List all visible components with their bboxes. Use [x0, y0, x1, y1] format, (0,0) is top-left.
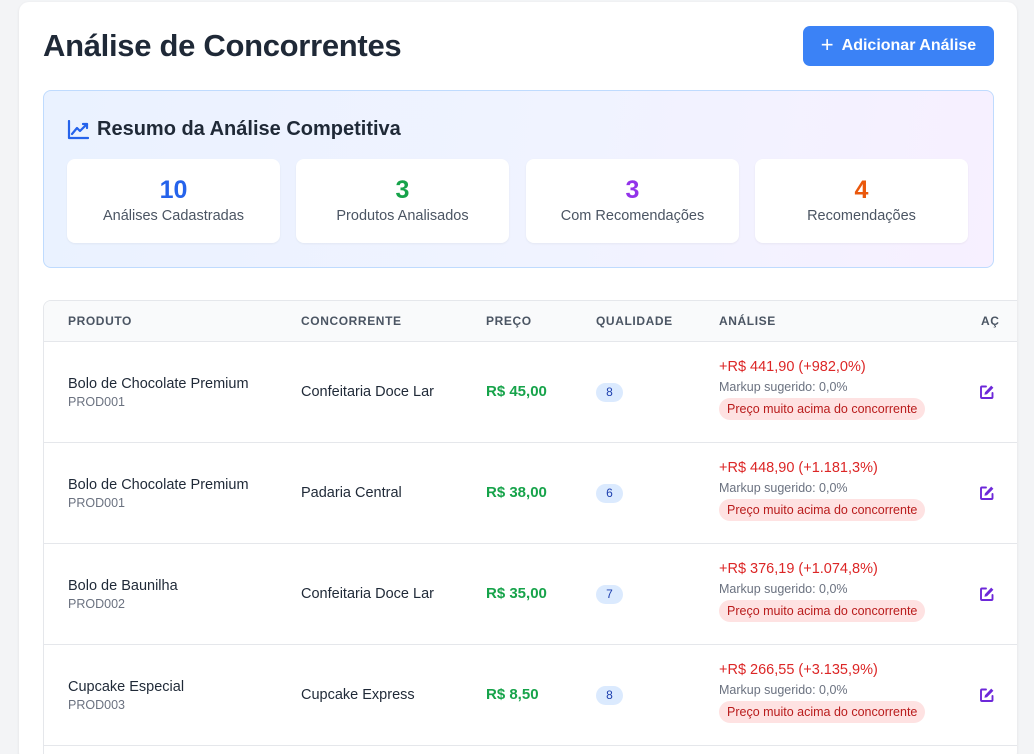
page-title: Análise de Concorrentes: [43, 28, 402, 63]
add-analysis-button[interactable]: + Adicionar Análise: [803, 26, 994, 66]
stat-card-with-recommendations: 3 Com Recomendações: [526, 159, 739, 243]
summary-panel: Resumo da Análise Competitiva 10 Análise…: [43, 90, 994, 268]
recommendation-badge: Preço muito acima do concorrente: [719, 499, 926, 521]
edit-icon: [980, 385, 994, 399]
product-code: PROD003: [68, 698, 125, 712]
competitor-name: Cupcake Express: [301, 687, 415, 703]
quality-badge: 8: [596, 383, 623, 402]
stat-value: 3: [395, 176, 410, 204]
competitor-analysis-card: Análise de Concorrentes + Adicionar Anál…: [19, 2, 1017, 754]
stat-value: 4: [854, 176, 869, 204]
product-name: Bolo de Chocolate Premium: [68, 477, 249, 493]
stat-card-products: 3 Produtos Analisados: [296, 159, 509, 243]
stat-value: 10: [159, 176, 188, 204]
column-header-quality: QUALIDADE: [596, 314, 673, 328]
quality-cell: 7: [596, 585, 623, 604]
recommendation-badge: Preço muito acima do concorrente: [719, 398, 926, 420]
table-header: PRODUTO CONCORRENTE PREÇO QUALIDADE ANÁL…: [44, 301, 1017, 342]
product-cell: Bolo de Baunilha PROD002: [68, 578, 178, 611]
recommendation-badge: Preço muito acima do concorrente: [719, 701, 926, 723]
markup-suggestion: Markup sugerido: 0,0%: [719, 481, 848, 495]
edit-button[interactable]: [979, 485, 995, 501]
price-value: R$ 8,50: [486, 686, 539, 703]
product-code: PROD002: [68, 597, 125, 611]
column-header-product: PRODUTO: [68, 314, 132, 328]
product-cell: Bolo de Chocolate Premium PROD001: [68, 477, 249, 510]
product-cell: Bolo de Chocolate Premium PROD001: [68, 376, 249, 409]
price-value: R$ 38,00: [486, 484, 547, 501]
table-row: Bolo de Chocolate Premium PROD001 Padari…: [44, 443, 1017, 544]
column-header-price: PREÇO: [486, 314, 532, 328]
summary-title: Resumo da Análise Competitiva: [97, 118, 401, 140]
stat-label: Produtos Analisados: [336, 208, 469, 224]
column-header-analysis: ANÁLISE: [719, 314, 776, 328]
price-value: R$ 35,00: [486, 585, 547, 602]
stat-value: 3: [625, 176, 640, 204]
edit-icon: [980, 587, 994, 601]
analysis-cell: +R$ 376,19 (+1.074,8%) Markup sugerido: …: [719, 561, 926, 622]
column-header-actions: AÇ: [981, 314, 1000, 328]
product-code: PROD001: [68, 395, 125, 409]
table-row: Bolo de Chocolate Premium PROD001 Confei…: [44, 342, 1017, 443]
table-row: Bolo de Baunilha PROD002 Confeitaria Doc…: [44, 544, 1017, 645]
price-difference: +R$ 376,19 (+1.074,8%): [719, 561, 878, 577]
table-row: Cupcake Especial PROD003 Cupcake Express…: [44, 645, 1017, 746]
price-difference: +R$ 266,55 (+3.135,9%): [719, 662, 878, 678]
competitor-name: Confeitaria Doce Lar: [301, 586, 434, 602]
product-name: Bolo de Chocolate Premium: [68, 376, 249, 392]
product-name: Bolo de Baunilha: [68, 578, 178, 594]
stat-label: Recomendações: [807, 208, 916, 224]
add-analysis-label: Adicionar Análise: [841, 37, 977, 54]
markup-suggestion: Markup sugerido: 0,0%: [719, 380, 848, 394]
price-difference: +R$ 448,90 (+1.181,3%): [719, 460, 878, 476]
quality-cell: 6: [596, 484, 623, 503]
edit-icon: [980, 688, 994, 702]
product-name: Cupcake Especial: [68, 679, 185, 695]
edit-button[interactable]: [979, 384, 995, 400]
quality-cell: 8: [596, 383, 623, 402]
stat-card-analyses: 10 Análises Cadastradas: [67, 159, 280, 243]
quality-badge: 8: [596, 686, 623, 705]
competitor-name: Padaria Central: [301, 485, 402, 501]
stat-label: Com Recomendações: [560, 208, 705, 224]
markup-suggestion: Markup sugerido: 0,0%: [719, 683, 848, 697]
quality-badge: 6: [596, 484, 623, 503]
summary-heading: Resumo da Análise Competitiva: [67, 118, 401, 141]
competitor-name: Confeitaria Doce Lar: [301, 384, 434, 400]
plus-icon: +: [820, 32, 834, 57]
edit-button[interactable]: [979, 687, 995, 703]
quality-badge: 7: [596, 585, 623, 604]
analysis-cell: +R$ 266,55 (+3.135,9%) Markup sugerido: …: [719, 662, 926, 723]
quality-cell: 8: [596, 686, 623, 705]
stat-card-recommendations: 4 Recomendações: [755, 159, 968, 243]
price-value: R$ 45,00: [486, 383, 547, 400]
product-cell: Cupcake Especial PROD003: [68, 679, 184, 712]
edit-button[interactable]: [979, 586, 995, 602]
chart-line-icon: [67, 119, 89, 140]
price-difference: +R$ 441,90 (+982,0%): [719, 359, 866, 375]
markup-suggestion: Markup sugerido: 0,0%: [719, 582, 848, 596]
analysis-cell: +R$ 441,90 (+982,0%) Markup sugerido: 0,…: [719, 359, 926, 420]
product-code: PROD001: [68, 496, 125, 510]
stat-label: Análises Cadastradas: [102, 208, 245, 224]
analysis-cell: +R$ 448,90 (+1.181,3%) Markup sugerido: …: [719, 460, 926, 521]
column-header-competitor: CONCORRENTE: [301, 314, 402, 328]
analysis-table: PRODUTO CONCORRENTE PREÇO QUALIDADE ANÁL…: [43, 300, 1017, 754]
recommendation-badge: Preço muito acima do concorrente: [719, 600, 926, 622]
edit-icon: [980, 486, 994, 500]
